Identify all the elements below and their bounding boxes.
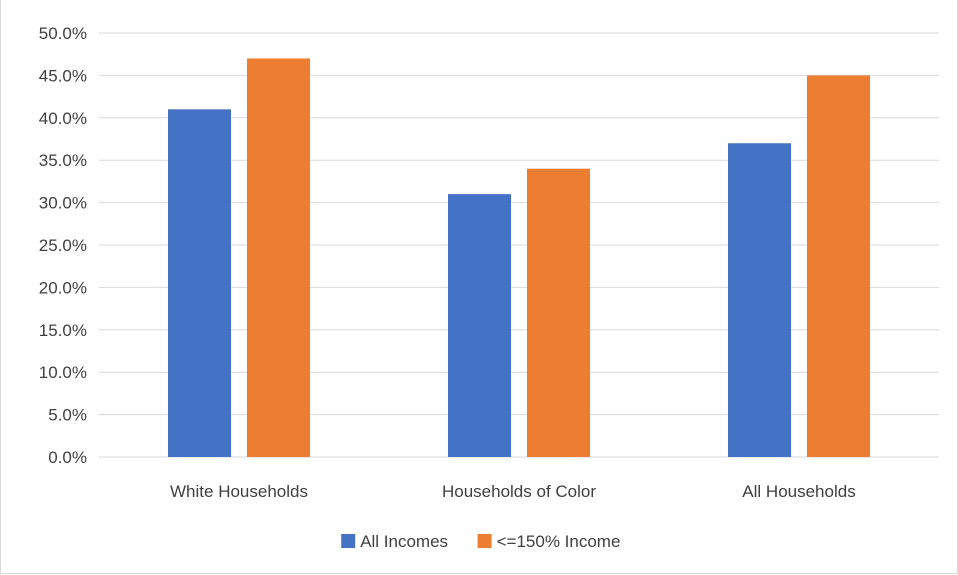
bars bbox=[168, 58, 870, 458]
y-tick-label: 40.0% bbox=[39, 109, 87, 128]
bar bbox=[247, 58, 310, 457]
y-tick-label: 30.0% bbox=[39, 194, 87, 213]
y-tick-label: 45.0% bbox=[39, 66, 87, 85]
y-tick-label: 25.0% bbox=[39, 236, 87, 255]
x-tick-label: All Households bbox=[742, 482, 855, 501]
y-tick-label: 0.0% bbox=[48, 448, 87, 467]
y-tick-label: 5.0% bbox=[48, 406, 87, 425]
bar bbox=[168, 109, 231, 457]
y-tick-label: 10.0% bbox=[39, 363, 87, 382]
x-tick-label: White Households bbox=[170, 482, 308, 501]
x-tick-label: Households of Color bbox=[442, 482, 596, 501]
bar bbox=[448, 194, 511, 457]
y-tick-label: 15.0% bbox=[39, 321, 87, 340]
y-tick-label: 35.0% bbox=[39, 151, 87, 170]
y-tick-label: 50.0% bbox=[39, 24, 87, 43]
gridlines bbox=[99, 32, 939, 458]
legend: All Incomes <=150% Income bbox=[341, 532, 620, 551]
legend-swatch bbox=[477, 534, 492, 548]
legend-swatch bbox=[341, 534, 356, 548]
bar bbox=[728, 143, 791, 458]
bar bbox=[527, 168, 590, 457]
bar bbox=[807, 75, 870, 458]
x-axis-tick-labels: White Households Households of Color All H… bbox=[170, 482, 856, 501]
legend-label: All Incomes bbox=[360, 532, 448, 551]
y-tick-label: 20.0% bbox=[39, 278, 87, 297]
y-axis-tick-labels: 0.0% 5.0% 10.0% 15.0% 20.0% 25.0% 30.0% 35.0% 40… bbox=[39, 24, 87, 467]
legend-label: <=150% Income bbox=[497, 532, 621, 551]
